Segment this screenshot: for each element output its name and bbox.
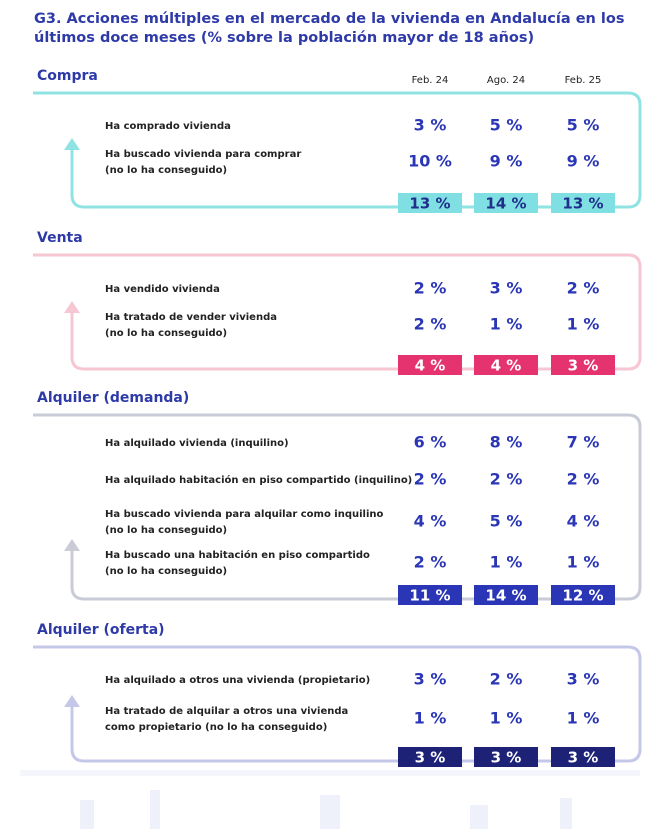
cell-value: 5 %	[490, 116, 523, 135]
cell-value: 6 %	[414, 433, 447, 452]
cell-value: 2 %	[567, 470, 600, 489]
cell-value: 2 %	[414, 279, 447, 298]
total-value: 3 %	[415, 749, 446, 767]
cell-value: 2 %	[567, 279, 600, 298]
arrow-head	[64, 138, 80, 150]
total-value: 14 %	[485, 587, 526, 605]
section-outline	[33, 253, 642, 371]
row-label: (no lo ha conseguido)	[105, 566, 227, 577]
skyline-decoration	[20, 770, 640, 829]
cell-value: 8 %	[490, 433, 523, 452]
cell-value: 9 %	[490, 152, 523, 171]
row-label: Ha buscado una habitación en piso compar…	[105, 549, 370, 561]
total-value: 4 %	[491, 357, 522, 375]
cell-value: 2 %	[490, 670, 523, 689]
total-box	[474, 355, 538, 375]
total-value: 4 %	[415, 357, 446, 375]
row-label: Ha alquilado a otros una vivienda (propi…	[105, 675, 370, 686]
row-label: (no lo ha conseguido)	[105, 525, 227, 536]
cell-value: 1 %	[490, 709, 523, 728]
column-header: Feb. 25	[565, 75, 602, 86]
section-title: Compra	[37, 68, 98, 84]
arrow-head	[64, 539, 80, 551]
cell-value: 3 %	[490, 279, 523, 298]
total-value: 14 %	[485, 195, 526, 213]
section-title: Alquiler (demanda)	[37, 390, 189, 406]
row-label: Ha buscado vivienda para comprar	[105, 149, 301, 160]
total-value: 3 %	[491, 749, 522, 767]
row-label: Ha tratado de vender vivienda	[105, 312, 277, 323]
total-box	[398, 585, 462, 605]
cell-value: 4 %	[414, 512, 447, 531]
total-value: 3 %	[568, 749, 599, 767]
column-header: Feb. 24	[412, 75, 449, 86]
cell-value: 1 %	[567, 553, 600, 572]
row-label: Ha buscado vivienda para alquilar como i…	[105, 509, 384, 520]
row-label: (no lo ha conseguido)	[105, 328, 227, 339]
total-value: 11 %	[409, 587, 450, 605]
cell-value: 1 %	[567, 709, 600, 728]
cell-value: 1 %	[567, 315, 600, 334]
cell-value: 1 %	[490, 553, 523, 572]
cell-value: 2 %	[490, 470, 523, 489]
row-label: Ha alquilado habitación en piso comparti…	[105, 474, 412, 486]
total-box	[398, 193, 462, 213]
cell-value: 5 %	[490, 512, 523, 531]
total-box	[551, 355, 615, 375]
total-box	[474, 585, 538, 605]
total-box	[474, 193, 538, 213]
row-label: (no lo ha conseguido)	[105, 165, 227, 176]
cell-value: 7 %	[567, 433, 600, 452]
cell-value: 2 %	[414, 315, 447, 334]
row-label: Ha alquilado vivienda (inquilino)	[105, 438, 289, 449]
total-box	[551, 193, 615, 213]
total-box	[551, 585, 615, 605]
cell-value: 9 %	[567, 152, 600, 171]
cell-value: 5 %	[567, 116, 600, 135]
cell-value: 2 %	[414, 553, 447, 572]
cell-value: 2 %	[414, 470, 447, 489]
total-value: 12 %	[562, 587, 603, 605]
section-outline	[33, 91, 642, 209]
section-title: Venta	[37, 230, 83, 246]
total-value: 13 %	[562, 195, 603, 213]
row-label: Ha tratado de alquilar a otros una vivie…	[105, 706, 348, 717]
total-box	[551, 747, 615, 767]
cell-value: 3 %	[414, 670, 447, 689]
row-label: Ha vendido vivienda	[105, 284, 220, 295]
total-box	[398, 747, 462, 767]
cell-value: 1 %	[414, 709, 447, 728]
row-label: como propietario (no lo ha conseguido)	[105, 722, 327, 733]
arrow-head	[64, 301, 80, 313]
section-outline	[33, 413, 642, 601]
total-box	[474, 747, 538, 767]
total-box	[398, 355, 462, 375]
cell-value: 10 %	[408, 152, 452, 171]
cell-value: 4 %	[567, 512, 600, 531]
title: G3. Acciones múltiples en el mercado de …	[34, 11, 625, 46]
cell-value: 3 %	[414, 116, 447, 135]
cell-value: 3 %	[567, 670, 600, 689]
section-title: Alquiler (oferta)	[37, 622, 165, 638]
arrow-head	[64, 695, 80, 707]
cell-value: 1 %	[490, 315, 523, 334]
total-value: 13 %	[409, 195, 450, 213]
section-outline	[33, 645, 642, 763]
row-label: Ha comprado vivienda	[105, 121, 231, 132]
total-value: 3 %	[568, 357, 599, 375]
column-header: Ago. 24	[487, 75, 525, 86]
